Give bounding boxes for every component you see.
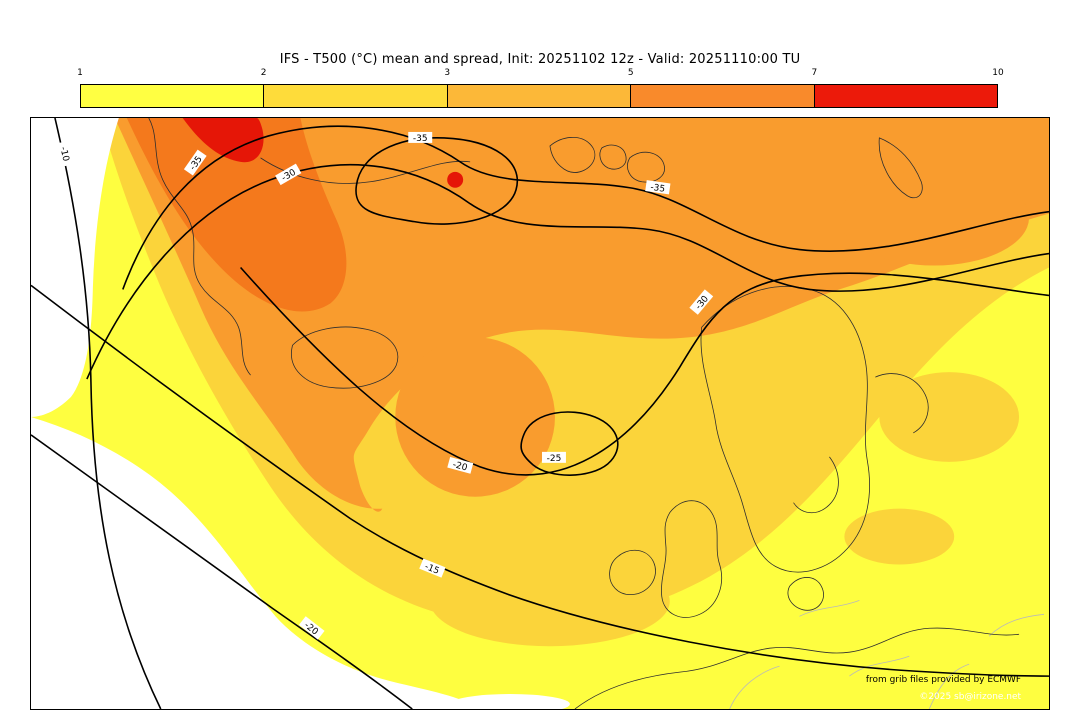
spread-fill-white-bottom-strip	[450, 694, 570, 709]
colorbar-segment-3-5	[447, 85, 632, 107]
spread-fill-layer	[31, 118, 1049, 709]
coastline-denmark	[787, 577, 824, 611]
contour-label-bg	[419, 558, 446, 578]
contour-label: -20	[447, 456, 474, 474]
contour-label: -25	[541, 451, 566, 464]
spread-fill-orange-right-patch	[839, 169, 1030, 266]
colorbar-tick-10: 10	[992, 68, 1004, 78]
contour-label-text: -35	[413, 134, 428, 144]
contour-label-bg	[447, 456, 474, 474]
colorbar	[80, 84, 998, 108]
colorbar-segment-2-3	[264, 85, 448, 107]
colorbar-tick-1: 1	[77, 68, 83, 78]
contour-label-bg	[541, 451, 566, 463]
contour-label: -35	[645, 180, 671, 195]
page-title: IFS - T500 (°C) mean and spread, Init: 2…	[279, 52, 801, 67]
contour-label-bg	[57, 140, 74, 167]
country-border-line	[849, 655, 910, 677]
map-frame: -10 -35 -30 -35 -35 -30 -25 -20	[30, 117, 1050, 710]
contour-minus35-closed-loop	[355, 137, 519, 225]
contour-minus10	[54, 118, 162, 709]
contour-minus35-band	[122, 125, 1049, 290]
contour-minus20-arc	[239, 266, 1049, 476]
mean-contour-layer	[31, 118, 1049, 709]
contour-label: -10	[57, 140, 74, 167]
contour-label-bg	[183, 149, 207, 176]
colorbar-tick-3: 3	[444, 68, 451, 78]
coastline-ireland	[609, 549, 656, 595]
spread-fill-orange-band	[114, 118, 1049, 512]
colorbar-tick-2: 2	[260, 68, 267, 78]
coastline-svalbard-east	[599, 144, 627, 170]
colorbar-tick-labels: 1 2 3 5 7 10	[77, 68, 1004, 80]
contour-minus20-southwest	[31, 434, 413, 709]
contour-minus25-closed-loop	[520, 411, 619, 476]
spread-fill-white-northwest	[31, 118, 119, 417]
coastline-great-britain	[661, 500, 722, 618]
contour-minus15-sweep	[31, 284, 1049, 677]
spread-fill-gold-southeast-patch	[844, 508, 955, 565]
coastline-arctic-island	[627, 151, 665, 183]
coastline-greenland	[148, 118, 251, 376]
attribution-source-text: from grib files provided by ECMWF	[866, 675, 1021, 685]
weather-map: -10 -35 -30 -35 -35 -30 -25 -20	[31, 118, 1049, 709]
coastline-novaya-zemlya	[878, 137, 923, 199]
spread-fill-orange-center-blob	[395, 337, 555, 497]
contour-minus30-band	[86, 163, 1049, 380]
coastline-europe-mainland	[574, 627, 1020, 709]
coastline-baltic	[793, 456, 839, 514]
country-border-layer	[729, 599, 1045, 709]
coastline-scandinavia	[700, 286, 870, 573]
contour-label-bg	[298, 616, 325, 640]
coastline-iceland	[291, 326, 399, 389]
colorbar-segment-7-10	[814, 85, 998, 107]
spread-fill-red-blob	[182, 118, 264, 163]
colorbar-tick-5: 5	[627, 68, 634, 78]
spread-fill-white-southwest	[31, 416, 481, 709]
colorbar-tick-7: 7	[811, 68, 818, 78]
contour-label-text: -10	[58, 146, 71, 163]
country-border-line	[729, 665, 780, 709]
contour-label-text: -20	[452, 460, 469, 474]
contour-label-text: -35	[650, 183, 666, 195]
attribution: from grib files provided by ECMWF ©2025 …	[866, 675, 1022, 702]
spread-fill-gold-right-patch	[879, 372, 1020, 462]
country-border-line	[928, 663, 970, 709]
spread-fill-red-dot	[447, 171, 464, 188]
attribution-copyright-text: ©2025 sb@irizone.net	[919, 692, 1021, 702]
country-border-line	[799, 599, 860, 617]
contour-label: -35	[408, 131, 433, 144]
coastline-finland	[875, 373, 929, 434]
contour-label-text: -25	[547, 454, 562, 464]
spread-fill-gold-center-south	[430, 556, 670, 647]
coastline-svalbard-west	[549, 137, 596, 173]
contour-label-bg	[275, 163, 302, 186]
colorbar-segment-1-2	[81, 85, 265, 107]
contour-label-bg	[689, 289, 714, 315]
country-border-line	[988, 613, 1045, 637]
contour-label-bg	[408, 131, 433, 143]
colorbar-segment-5-7	[631, 85, 815, 107]
contour-label-bg	[645, 180, 671, 195]
